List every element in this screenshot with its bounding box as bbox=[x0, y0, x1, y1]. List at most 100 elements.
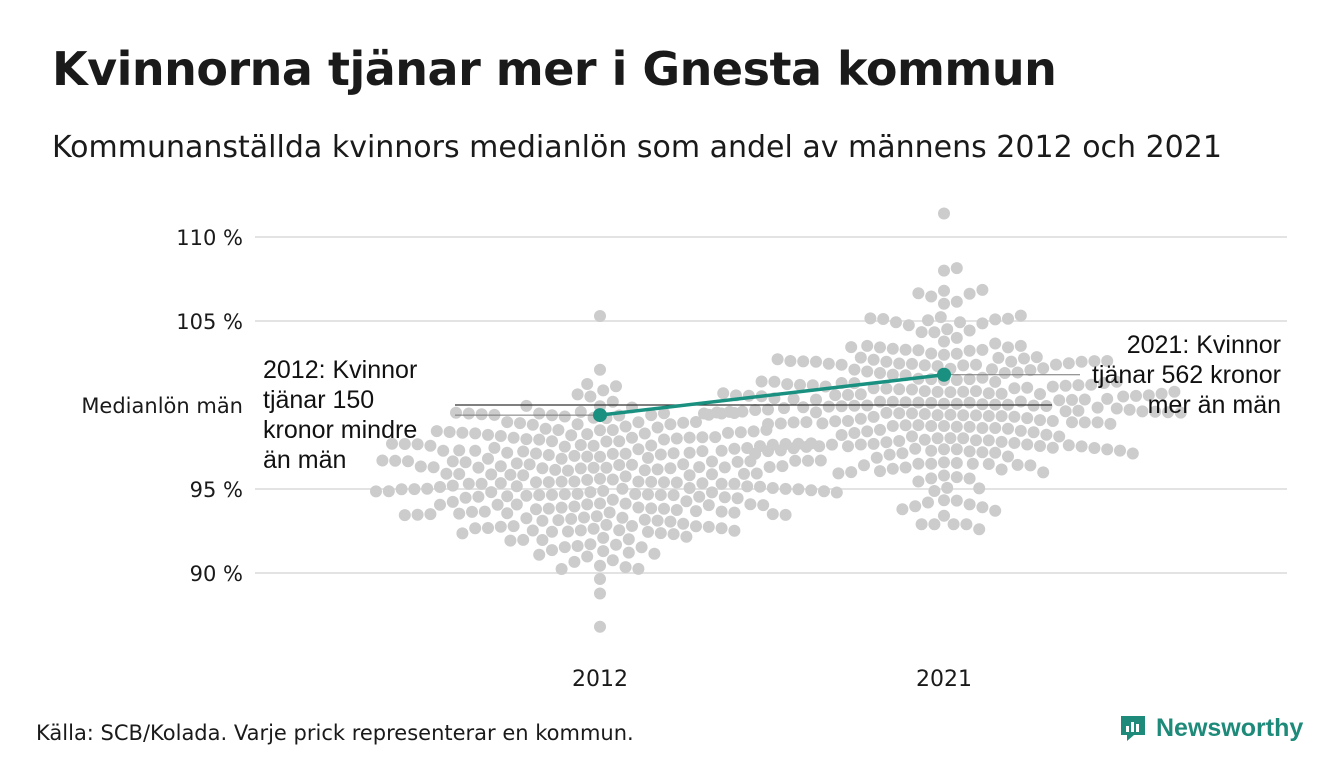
municipality-dot bbox=[709, 431, 722, 444]
municipality-dot bbox=[698, 407, 710, 420]
municipality-dot bbox=[950, 374, 963, 386]
municipality-dot bbox=[970, 434, 982, 447]
municipality-dot bbox=[835, 358, 848, 371]
municipality-dot bbox=[1155, 387, 1168, 400]
municipality-dot bbox=[976, 343, 989, 356]
municipality-dot bbox=[1011, 366, 1024, 379]
municipality-dot bbox=[963, 287, 976, 300]
municipality-dot bbox=[530, 476, 542, 489]
municipality-dot bbox=[530, 503, 542, 516]
municipality-dot bbox=[989, 422, 1002, 434]
municipality-dot bbox=[896, 503, 909, 516]
municipality-dot bbox=[966, 457, 979, 470]
municipality-dot bbox=[638, 464, 651, 477]
municipality-dot bbox=[749, 404, 762, 416]
municipality-dot bbox=[581, 498, 594, 511]
municipality-dot bbox=[683, 431, 696, 444]
municipality-dot bbox=[504, 468, 517, 481]
municipality-dot bbox=[938, 264, 950, 277]
municipality-dot bbox=[443, 426, 456, 438]
municipality-dot bbox=[1037, 466, 1050, 479]
municipality-dot bbox=[950, 331, 963, 344]
municipality-dot bbox=[693, 461, 706, 474]
municipality-dot bbox=[1040, 428, 1053, 441]
brand-name: Newsworthy bbox=[1156, 713, 1304, 742]
municipality-dot bbox=[680, 530, 693, 543]
municipality-dot bbox=[854, 388, 867, 401]
y-tick-label: 110 % bbox=[176, 226, 243, 250]
municipality-dot bbox=[1034, 388, 1046, 400]
municipality-dot bbox=[757, 499, 770, 512]
municipality-dot bbox=[792, 483, 805, 496]
municipality-dot bbox=[755, 375, 768, 388]
municipality-dot bbox=[925, 444, 938, 457]
municipality-dot bbox=[715, 505, 728, 518]
municipality-dot bbox=[800, 416, 813, 429]
municipality-dot bbox=[982, 387, 995, 400]
municipality-dot bbox=[664, 418, 677, 431]
municipality-dot bbox=[558, 541, 571, 554]
municipality-dot bbox=[632, 562, 645, 575]
municipality-dot bbox=[645, 409, 658, 422]
municipality-dot bbox=[453, 468, 466, 480]
municipality-dot bbox=[690, 505, 702, 518]
annotation-line: 2021: Kvinnor bbox=[1127, 331, 1281, 359]
newsworthy-logo: Newsworthy bbox=[1118, 713, 1303, 743]
municipality-dot bbox=[950, 457, 963, 469]
municipality-dot bbox=[546, 435, 558, 448]
municipality-dot bbox=[950, 262, 963, 275]
highlight-series bbox=[455, 367, 1080, 423]
municipality-dot bbox=[664, 462, 677, 475]
municipality-dot bbox=[835, 429, 848, 441]
municipality-dot bbox=[546, 525, 558, 538]
municipality-dot bbox=[546, 544, 558, 557]
municipality-dot bbox=[430, 425, 443, 438]
municipality-dot bbox=[507, 520, 520, 533]
municipality-dot bbox=[411, 508, 424, 521]
municipality-dot bbox=[731, 455, 744, 468]
municipality-dot bbox=[587, 461, 600, 474]
municipality-dot bbox=[880, 406, 893, 419]
municipality-dot bbox=[619, 420, 632, 433]
municipality-dot bbox=[606, 447, 619, 460]
municipality-dot bbox=[976, 446, 989, 459]
municipality-dot bbox=[376, 454, 389, 467]
municipality-dot bbox=[1162, 406, 1174, 419]
municipality-dot bbox=[594, 573, 606, 585]
municipality-dot bbox=[1059, 379, 1072, 392]
municipality-dot bbox=[568, 475, 581, 488]
municipality-dot bbox=[893, 407, 906, 420]
municipality-dot bbox=[802, 454, 814, 467]
municipality-dot bbox=[925, 347, 938, 360]
municipality-dot bbox=[594, 620, 606, 633]
municipality-dot bbox=[982, 458, 995, 470]
municipality-dot bbox=[574, 524, 587, 537]
chart-title: Kvinnorna tjänar mer i Gnesta kommun bbox=[52, 42, 1057, 96]
municipality-dot bbox=[797, 401, 810, 414]
municipality-dot bbox=[912, 396, 925, 409]
municipality-dot bbox=[925, 457, 938, 470]
municipality-dot bbox=[896, 447, 909, 460]
municipality-dot bbox=[941, 481, 954, 494]
municipality-dot bbox=[722, 426, 734, 439]
municipality-dot bbox=[517, 445, 530, 458]
municipality-dot bbox=[574, 462, 587, 475]
municipality-dot bbox=[555, 475, 568, 488]
municipality-dot bbox=[1021, 438, 1034, 451]
municipality-dot bbox=[654, 527, 667, 540]
municipality-dot bbox=[462, 477, 475, 490]
municipality-dot bbox=[702, 499, 715, 512]
municipality-dot bbox=[1018, 352, 1030, 365]
gridlines bbox=[255, 236, 1287, 574]
highlight-point bbox=[937, 367, 951, 382]
municipality-dot bbox=[922, 496, 934, 509]
municipality-dot bbox=[600, 461, 613, 474]
municipality-dot bbox=[998, 367, 1011, 379]
municipality-dot bbox=[957, 409, 970, 422]
municipality-dot bbox=[1040, 400, 1053, 412]
municipality-dot bbox=[613, 524, 626, 537]
municipality-dot bbox=[1123, 403, 1136, 416]
municipality-dot bbox=[781, 378, 794, 391]
municipality-dot bbox=[571, 487, 584, 500]
